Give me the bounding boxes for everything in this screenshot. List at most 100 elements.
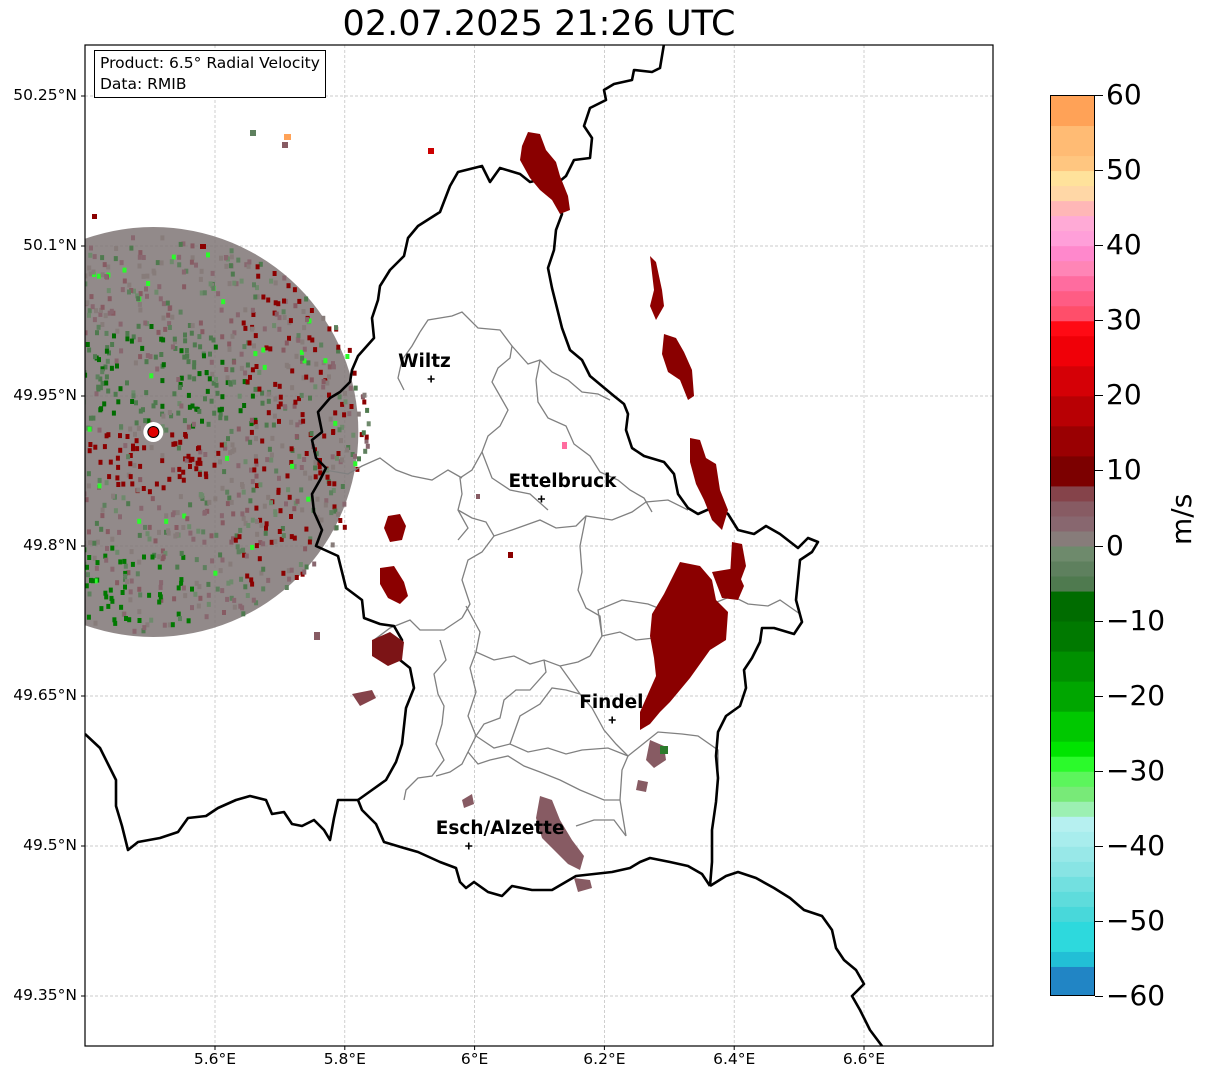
- clutter-pixel: [123, 584, 127, 590]
- clutter-pixel: [169, 259, 174, 265]
- clutter-pixel: [253, 351, 258, 357]
- clutter-pixel: [190, 243, 195, 249]
- clutter-pixel: [242, 344, 247, 350]
- clutter-pixel: [87, 448, 92, 454]
- clutter-pixel: [321, 315, 326, 321]
- clutter-pixel: [271, 422, 276, 428]
- clutter-pixel: [185, 516, 190, 522]
- clutter-pixel: [11, 305, 15, 310]
- clutter-pixel: [176, 410, 181, 416]
- clutter-pixel: [284, 501, 288, 507]
- clutter-pixel: [164, 513, 169, 519]
- clutter-pixel: [97, 427, 102, 433]
- clutter-pixel: [193, 591, 198, 597]
- clutter-pixel: [232, 379, 237, 385]
- clutter-pixel: [125, 336, 130, 342]
- clutter-pixel: [227, 495, 232, 501]
- clutter-pixel: [6, 467, 10, 472]
- clutter-pixel: [51, 530, 55, 535]
- echo-pixel: [284, 134, 291, 140]
- clutter-pixel: [213, 496, 218, 502]
- clutter-pixel: [54, 530, 58, 535]
- clutter-pixel: [276, 487, 281, 493]
- clutter-pixel: [214, 376, 218, 382]
- clutter-pixel: [313, 384, 318, 390]
- clutter-pixel: [272, 271, 277, 276]
- clutter-pixel: [182, 513, 187, 519]
- clutter-pixel: [71, 479, 75, 484]
- clutter-pixel: [78, 434, 82, 439]
- clutter-pixel: [160, 424, 165, 430]
- clutter-pixel: [279, 536, 284, 542]
- clutter-pixel: [80, 609, 84, 614]
- clutter-pixel: [147, 524, 152, 530]
- clutter-pixel: [138, 354, 143, 360]
- clutter-pixel: [258, 517, 263, 523]
- clutter-pixel: [200, 418, 204, 424]
- clutter-pixel: [2, 521, 6, 526]
- clutter-pixel: [87, 555, 92, 560]
- clutter-pixel: [172, 510, 177, 516]
- clutter-pixel: [115, 455, 120, 461]
- clutter-pixel: [42, 574, 46, 579]
- clutter-pixel: [75, 492, 79, 497]
- clutter-pixel: [1, 545, 5, 550]
- clutter-pixel: [356, 411, 361, 417]
- clutter-pixel: [209, 359, 214, 365]
- clutter-pixel: [241, 547, 246, 553]
- clutter-pixel: [159, 336, 164, 342]
- clutter-pixel: [113, 620, 118, 626]
- clutter-pixel: [27, 284, 31, 289]
- clutter-pixel: [269, 457, 274, 463]
- clutter-pixel: [172, 336, 177, 342]
- clutter-pixel: [90, 304, 95, 310]
- clutter-pixel: [188, 502, 193, 508]
- clutter-pixel: [300, 507, 305, 513]
- clutter-pixel: [364, 434, 369, 440]
- clutter-pixel: [340, 401, 345, 407]
- clutter-pixel: [110, 598, 115, 604]
- clutter-pixel: [218, 411, 223, 417]
- clutter-pixel: [179, 375, 184, 381]
- clutter-pixel: [147, 489, 152, 495]
- clutter-pixel: [34, 510, 38, 515]
- clutter-pixel: [123, 570, 128, 576]
- clutter-pixel: [51, 429, 55, 434]
- clutter-pixel: [88, 540, 93, 546]
- colorbar-segment: [1051, 831, 1094, 848]
- velocity-colorbar: [1050, 95, 1095, 996]
- clutter-pixel: [239, 278, 244, 284]
- colorbar-segment: [1051, 366, 1094, 397]
- clutter-pixel: [232, 280, 237, 286]
- colorbar-segment: [1051, 921, 1094, 953]
- clutter-pixel: [167, 622, 172, 628]
- clutter-pixel: [192, 376, 197, 382]
- clutter-pixel: [10, 431, 14, 436]
- clutter-pixel: [184, 457, 189, 463]
- clutter-pixel: [187, 524, 192, 530]
- clutter-pixel: [228, 263, 233, 269]
- clutter-pixel: [243, 459, 248, 465]
- clutter-pixel: [158, 594, 163, 600]
- clutter-pixel: [21, 348, 25, 353]
- clutter-pixel: [121, 495, 126, 501]
- clutter-pixel: [7, 301, 11, 306]
- clutter-pixel: [18, 541, 22, 546]
- clutter-pixel: [202, 565, 207, 571]
- clutter-pixel: [145, 293, 149, 299]
- clutter-pixel: [261, 347, 266, 353]
- clutter-pixel: [169, 413, 174, 419]
- clutter-pixel: [52, 322, 56, 327]
- clutter-pixel: [297, 396, 301, 402]
- clutter-pixel: [129, 549, 134, 555]
- clutter-pixel: [38, 489, 42, 494]
- colorbar-segment: [1051, 591, 1094, 623]
- clutter-pixel: [302, 346, 307, 352]
- clutter-pixel: [99, 526, 104, 532]
- clutter-pixel: [164, 529, 168, 535]
- clutter-pixel: [160, 453, 165, 459]
- clutter-pixel: [245, 436, 250, 442]
- clutter-pixel: [92, 540, 97, 546]
- clutter-pixel: [321, 384, 326, 390]
- lon-tick-label: 6°E: [460, 1050, 489, 1068]
